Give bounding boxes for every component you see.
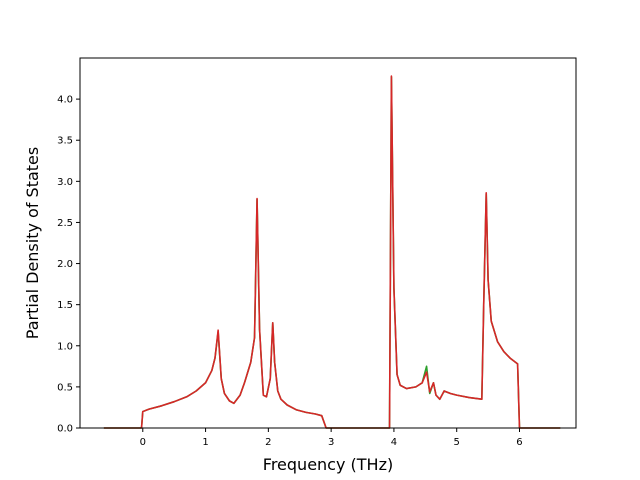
- y-tick-label: 4.0: [57, 95, 73, 106]
- y-tick-label: 1.5: [57, 300, 73, 311]
- plot-background: [80, 58, 576, 428]
- y-tick-label: 0.5: [57, 382, 73, 393]
- x-tick-label: 5: [454, 437, 460, 448]
- y-tick-label: 1.0: [57, 341, 73, 352]
- plot-frame: [79, 57, 577, 429]
- x-tick-label: 4: [391, 437, 397, 448]
- y-axis-label: Partial Density of States: [23, 147, 42, 339]
- pdos-series-2: [103, 75, 561, 429]
- y-tick-label: 2.0: [57, 259, 73, 270]
- y-tick-label: 3.5: [57, 136, 73, 147]
- series-layer: [103, 75, 561, 429]
- y-ticks: 0.0 0.5 1.0 1.5 2.0 2.5 3.0 3.5 4.0: [57, 95, 80, 435]
- y-tick-label: 0.0: [57, 424, 73, 435]
- x-tick-label: 2: [265, 437, 271, 448]
- y-tick-label: 2.5: [57, 218, 73, 229]
- x-axis-label: Frequency (THz): [263, 455, 393, 474]
- x-tick-label: 6: [516, 437, 522, 448]
- x-ticks: 0 1 2 3 4 5 6: [140, 428, 523, 448]
- x-tick-label: 3: [328, 437, 334, 448]
- y-tick-label: 3.0: [57, 177, 73, 188]
- x-tick-label: 1: [202, 437, 208, 448]
- x-tick-label: 0: [140, 437, 146, 448]
